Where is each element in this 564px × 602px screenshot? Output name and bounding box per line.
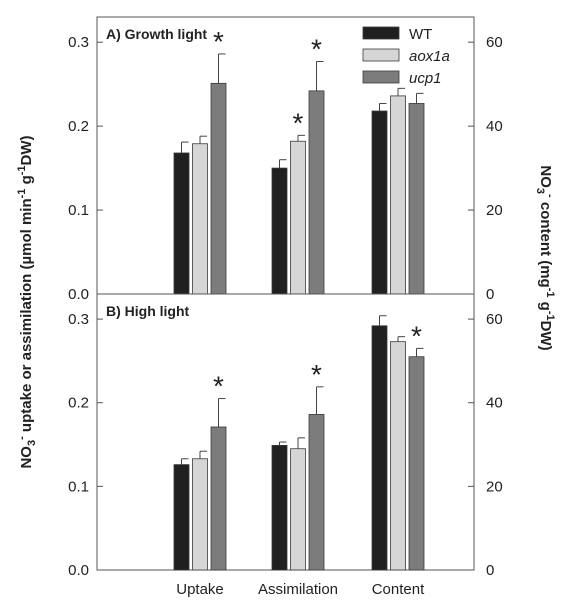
- y2-tick-label: 20: [486, 202, 503, 219]
- bar-WT: [371, 110, 388, 295]
- legend-label: WT: [409, 26, 432, 43]
- y2-tick-label: 20: [486, 478, 503, 495]
- y-tick-label: 0.2: [68, 395, 89, 412]
- legend-swatch: [362, 70, 400, 84]
- bar-WT: [371, 325, 388, 571]
- bar-WT: [173, 152, 190, 295]
- bar-ucp1: [308, 90, 325, 295]
- y-tick-label: 0.3: [68, 34, 89, 51]
- bar-ucp1: [210, 426, 227, 571]
- panel-label: B) High light: [106, 303, 190, 319]
- legend-swatch: [362, 48, 400, 62]
- y-tick-label: 0.1: [68, 478, 89, 495]
- legend-swatch: [362, 26, 400, 40]
- y2-tick-label: 0: [486, 286, 494, 303]
- legend-label: aox1a: [409, 48, 450, 65]
- bar-ucp1: [308, 414, 325, 571]
- y2-tick-label: 0: [486, 562, 494, 579]
- bar-aox1a: [390, 95, 406, 295]
- y2-tick-label: 60: [486, 311, 503, 328]
- y-tick-label: 0.1: [68, 202, 89, 219]
- bar-WT: [271, 167, 288, 295]
- significance-marker: *: [311, 359, 322, 390]
- category-label: Uptake: [176, 581, 224, 598]
- category-label: Content: [372, 581, 425, 598]
- y-tick-label: 0.0: [68, 286, 89, 303]
- bar-aox1a: [390, 341, 406, 571]
- significance-marker: *: [411, 320, 422, 351]
- significance-marker: *: [293, 107, 304, 138]
- y2-tick-label: 40: [486, 395, 503, 412]
- bar-ucp1: [210, 82, 227, 295]
- panel-b: 0.0 0.1 0.2 0.3 0 20 40 60 B) High light * * *: [68, 293, 503, 579]
- panel-a: 0.0 0.1 0.2 0.3 0 20 40 60 A) Growth light * * *: [68, 16, 503, 303]
- bar-aox1a: [290, 140, 306, 295]
- bar-WT: [173, 464, 190, 571]
- y-tick-label: 0.0: [68, 562, 89, 579]
- legend-label: ucp1: [409, 70, 442, 87]
- axis-title: NO3- content (mg-1 g-1DW): [534, 165, 556, 350]
- bar-WT: [271, 444, 288, 571]
- y2-tick-label: 60: [486, 34, 503, 51]
- category-axis: Uptake Assimilation Content: [176, 581, 425, 598]
- right-axis-label: NO3- content (mg-1 g-1DW): [534, 165, 556, 350]
- left-axis-label: NO3- uptake or assimilation (µmol min-1 …: [16, 135, 38, 468]
- significance-marker: *: [311, 33, 322, 64]
- panel-label: A) Growth light: [106, 26, 207, 42]
- bar-ucp1: [408, 103, 425, 295]
- bar-aox1a: [290, 448, 306, 571]
- bar-aox1a: [192, 458, 208, 571]
- bar-ucp1: [408, 356, 425, 571]
- axis-title: NO3- uptake or assimilation (µmol min-1 …: [16, 135, 38, 468]
- bar-aox1a: [192, 143, 208, 295]
- y-tick-label: 0.3: [68, 311, 89, 328]
- chart-legend: WT aox1a ucp1: [362, 26, 450, 87]
- significance-marker: *: [213, 26, 224, 57]
- significance-marker: *: [213, 371, 224, 402]
- y-tick-label: 0.2: [68, 118, 89, 135]
- category-label: Assimilation: [258, 581, 338, 598]
- y2-tick-label: 40: [486, 118, 503, 135]
